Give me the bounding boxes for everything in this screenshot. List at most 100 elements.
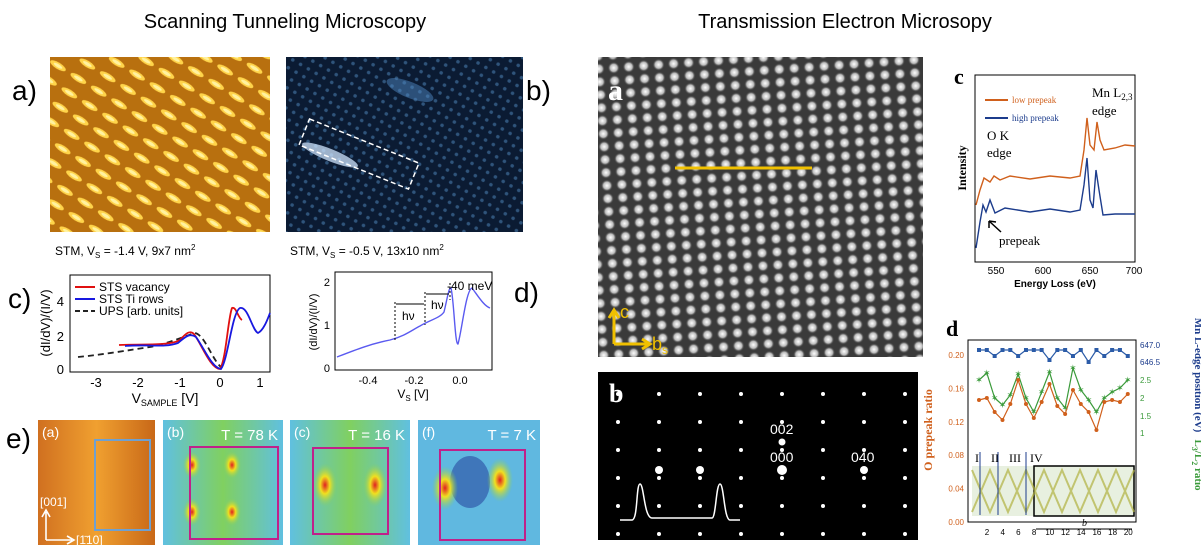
y-axis-label: (dI/dV)/(I/V) <box>308 294 320 351</box>
marker: ✶ <box>1093 407 1101 417</box>
x-tick-label: 14 <box>1077 528 1086 537</box>
legend-label: high prepeak <box>1012 113 1059 123</box>
marker <box>1023 402 1028 406</box>
low-prepeak-spectrum <box>975 117 1136 206</box>
x-tick-label: 650 <box>1082 266 1099 277</box>
marker <box>977 398 981 402</box>
y-tick-label: 0.20 <box>948 351 964 360</box>
marker <box>1063 348 1068 352</box>
x-tick-label: 16 <box>1092 528 1101 537</box>
marker <box>1063 412 1068 416</box>
y-tick-label: 2 <box>57 329 64 344</box>
marker: ✶ <box>1077 385 1085 395</box>
y-tick-label: 2.5 <box>1140 376 1152 385</box>
marker: ✶ <box>1108 387 1116 397</box>
y-axis-label: O prepeak ratio <box>921 389 935 471</box>
eels-plot: c low prepeak high prepeak Mn L2,3 edge O… <box>954 64 1143 290</box>
annotation: Mn L2,3 edge <box>1092 85 1133 118</box>
y-tick-label: 4 <box>57 294 64 309</box>
x-tick-label: 1 <box>256 375 263 390</box>
y-tick-label: 0 <box>324 363 330 375</box>
marker: ✶ <box>999 400 1007 410</box>
selection-box <box>298 117 420 191</box>
panel-label: c <box>954 64 964 89</box>
marker <box>1094 348 1099 352</box>
annotation: III <box>1009 451 1021 465</box>
sts-plot: STS vacancy STS Ti rows UPS [arb. units]… <box>38 274 271 408</box>
marker <box>1102 400 1107 404</box>
marker <box>1070 354 1075 358</box>
marker <box>992 354 997 358</box>
ratio-plot: d I II III IV b O prepeak ratio Mn L-edg… <box>921 316 1201 537</box>
prepeak-series <box>978 378 1129 432</box>
x-tick-label: 18 <box>1108 528 1117 537</box>
intensity-profile <box>620 483 740 521</box>
marker <box>977 348 981 352</box>
panel-label: a) <box>12 75 37 106</box>
plot-frame <box>974 74 1136 263</box>
x-tick-label: 550 <box>988 266 1005 277</box>
x-axis-label: VS [V] <box>397 387 428 403</box>
marker: ✶ <box>983 368 991 378</box>
sub-label: (a) <box>42 424 59 440</box>
diffraction-image <box>598 372 918 540</box>
marker: ✶ <box>1022 393 1030 403</box>
marker <box>1078 402 1083 406</box>
panel-label: a <box>608 74 623 107</box>
x-axis-label: VSAMPLE [V] <box>132 390 199 408</box>
y-tick-label: 647.0 <box>1140 341 1161 350</box>
hot-spot <box>223 498 241 526</box>
x-tick-label: -3 <box>90 375 102 390</box>
sub-label: (b) <box>167 424 184 440</box>
y-tick-label: 0.04 <box>948 485 964 494</box>
marker <box>1031 348 1036 352</box>
annotation: edge <box>987 145 1012 160</box>
x-tick-label: 12 <box>1061 528 1070 537</box>
spot-label: 040 <box>851 449 875 465</box>
spot-label: 002 <box>770 421 794 437</box>
annotation: prepeak <box>999 233 1041 248</box>
arrow <box>988 220 1002 233</box>
marker <box>1086 410 1091 414</box>
panel-label: e) <box>6 423 31 454</box>
axis-label: c <box>620 302 629 322</box>
marker <box>1039 400 1044 404</box>
marker <box>992 410 997 414</box>
ups-curve <box>77 332 223 369</box>
marker: ✶ <box>1101 393 1109 403</box>
section-title: Transmission Electron Microsopy <box>698 11 992 33</box>
x-tick-label: 10 <box>1045 528 1054 537</box>
marker <box>984 396 989 400</box>
bright-spot <box>302 142 358 168</box>
marker <box>1008 402 1013 406</box>
y-tick-label: 0 <box>57 362 64 377</box>
marker: ✶ <box>1030 407 1038 417</box>
marker <box>1117 400 1122 404</box>
legend-label: STS Ti rows <box>99 292 164 306</box>
marker <box>1016 378 1021 382</box>
y-axis-label: Intensity <box>955 145 969 190</box>
sub-label: (f) <box>422 424 435 440</box>
annotation: hν <box>402 309 415 323</box>
caption: STM, VS = -0.5 V, 13x10 nm2 <box>290 243 444 260</box>
tem-image <box>598 57 923 357</box>
x-tick-label: 0.0 <box>452 375 467 387</box>
map-image <box>163 420 283 545</box>
marker: ✶ <box>1124 375 1132 385</box>
y-axis-label: L3/L2 ratio <box>1190 439 1201 491</box>
y-tick-label: 1 <box>1140 429 1145 438</box>
direction-label: [001] <box>40 495 67 509</box>
x-tick-label: 6 <box>1016 528 1021 537</box>
x-tick-label: 8 <box>1032 528 1037 537</box>
marker <box>1086 360 1091 364</box>
x-tick-label: 600 <box>1035 266 1052 277</box>
unit-cell <box>439 449 526 541</box>
direction-label: [1̄10] <box>76 533 103 546</box>
panel-label: b <box>609 379 623 408</box>
panel-label: c) <box>8 283 31 314</box>
marker: ✶ <box>1014 369 1022 379</box>
unit-cell <box>94 439 151 531</box>
high-prepeak-spectrum <box>975 157 1135 249</box>
y-tick-label: 2 <box>1140 394 1145 403</box>
marker <box>1039 348 1044 352</box>
